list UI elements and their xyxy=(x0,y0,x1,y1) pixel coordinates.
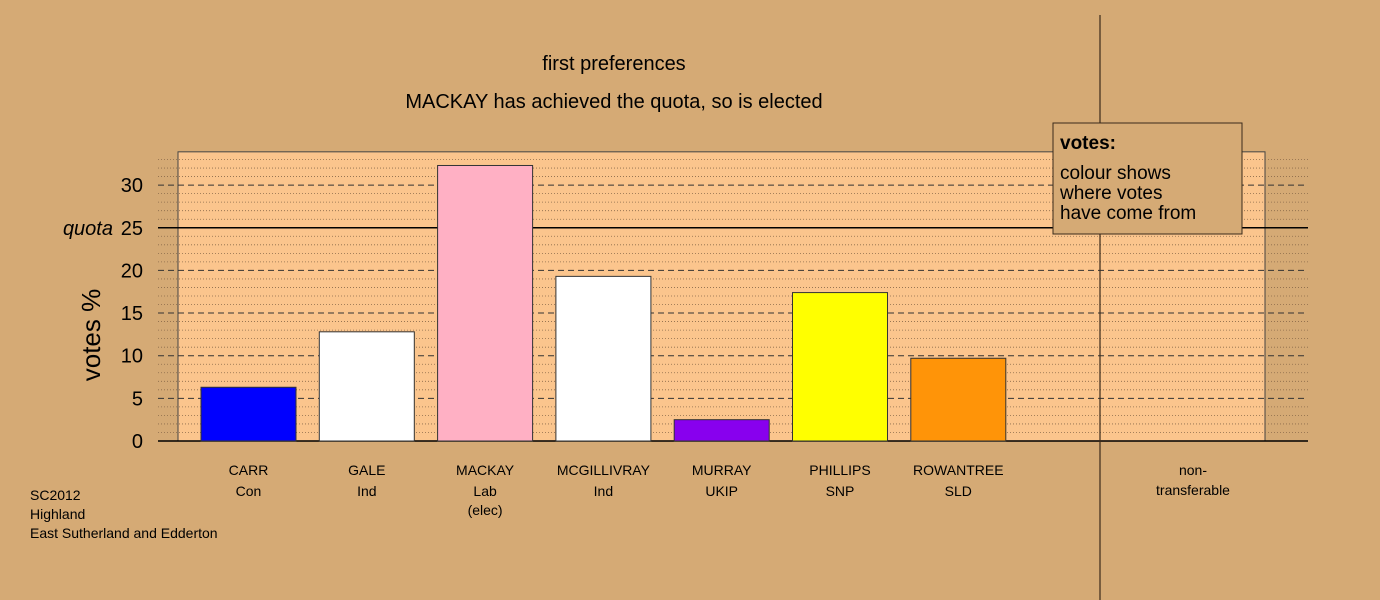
footer-line-3: East Sutherland and Edderton xyxy=(30,525,218,541)
y-tick-label: 30 xyxy=(121,175,143,197)
quota-label: quota xyxy=(63,218,113,240)
y-axis-label: votes % xyxy=(76,289,106,382)
x-tick-label-party: SLD xyxy=(945,483,972,499)
bar-phillips xyxy=(792,292,888,442)
bar-carr xyxy=(200,386,297,442)
x-tick-label-non-transferable: non- xyxy=(1179,462,1207,478)
y-tick-label: 10 xyxy=(121,346,143,368)
legend-line-1: colour shows xyxy=(1060,163,1171,184)
footer-line-2: Highland xyxy=(30,506,85,522)
x-tick-label-name: GALE xyxy=(348,462,385,478)
y-tick-label: 0 xyxy=(132,431,143,453)
footer-line-1: SC2012 xyxy=(30,487,81,503)
x-tick-label-party: SNP xyxy=(826,483,855,499)
x-tick-label-name: ROWANTREE xyxy=(913,462,1003,478)
x-tick-label-note: (elec) xyxy=(468,502,503,518)
x-tick-label-party: Ind xyxy=(594,483,613,499)
y-tick-label: 5 xyxy=(132,388,143,410)
bar-gale xyxy=(318,331,415,442)
chart-title: first preferences xyxy=(542,53,685,75)
y-tick-label: 25 xyxy=(121,218,143,240)
chart-subtitle: MACKAY has achieved the quota, so is ele… xyxy=(405,91,822,113)
bar-mackay xyxy=(437,164,534,442)
x-tick-label-name: MACKAY xyxy=(456,462,515,478)
legend-line-3: have come from xyxy=(1060,203,1196,224)
x-tick-label-name: MURRAY xyxy=(692,462,752,478)
x-tick-label-party: Lab xyxy=(473,483,497,499)
x-tick-label-name: CARR xyxy=(229,462,269,478)
x-tick-label-party: UKIP xyxy=(705,483,738,499)
x-tick-label-non-transferable: transferable xyxy=(1156,482,1230,498)
legend-title: votes: xyxy=(1060,133,1116,154)
x-tick-label-party: Con xyxy=(236,483,262,499)
legend-line-2: where votes xyxy=(1059,183,1162,204)
x-tick-label-name: MCGILLIVRAY xyxy=(557,462,651,478)
bar-rowantree xyxy=(910,357,1007,442)
bar-mcgillivray xyxy=(555,275,652,442)
bar-murray xyxy=(673,419,770,442)
x-tick-label-party: Ind xyxy=(357,483,376,499)
y-tick-label: 20 xyxy=(121,260,143,282)
footer: SC2012 Highland East Sutherland and Edde… xyxy=(30,487,218,541)
legend-box xyxy=(1052,122,1243,235)
y-tick-label: 15 xyxy=(121,303,143,325)
x-tick-label-name: PHILLIPS xyxy=(809,462,870,478)
legend: votes: colour shows where votes have com… xyxy=(1052,122,1243,235)
